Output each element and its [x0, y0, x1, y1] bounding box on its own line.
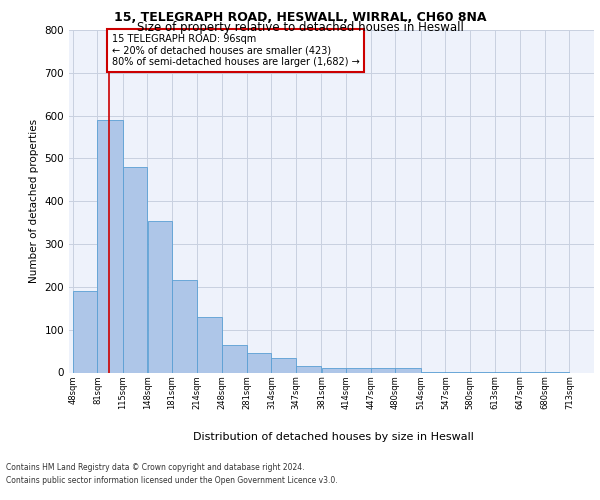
Bar — [148, 220, 172, 372]
Bar — [322, 368, 346, 372]
Bar — [395, 368, 421, 372]
Bar — [97, 120, 122, 372]
Bar — [371, 368, 395, 372]
Bar — [222, 344, 247, 372]
Bar — [271, 358, 296, 372]
Y-axis label: Number of detached properties: Number of detached properties — [29, 119, 39, 284]
Bar — [73, 291, 97, 372]
Bar — [197, 317, 222, 372]
Text: Contains HM Land Registry data © Crown copyright and database right 2024.: Contains HM Land Registry data © Crown c… — [6, 464, 305, 472]
Text: 15 TELEGRAPH ROAD: 96sqm
← 20% of detached houses are smaller (423)
80% of semi-: 15 TELEGRAPH ROAD: 96sqm ← 20% of detach… — [112, 34, 359, 68]
Bar — [247, 353, 271, 372]
Bar — [346, 368, 371, 372]
Text: Contains public sector information licensed under the Open Government Licence v3: Contains public sector information licen… — [6, 476, 338, 485]
Bar — [172, 280, 197, 372]
Bar — [123, 167, 148, 372]
Text: Distribution of detached houses by size in Heswall: Distribution of detached houses by size … — [193, 432, 473, 442]
Bar — [296, 366, 322, 372]
Text: 15, TELEGRAPH ROAD, HESWALL, WIRRAL, CH60 8NA: 15, TELEGRAPH ROAD, HESWALL, WIRRAL, CH6… — [114, 11, 486, 24]
Text: Size of property relative to detached houses in Heswall: Size of property relative to detached ho… — [137, 21, 463, 34]
